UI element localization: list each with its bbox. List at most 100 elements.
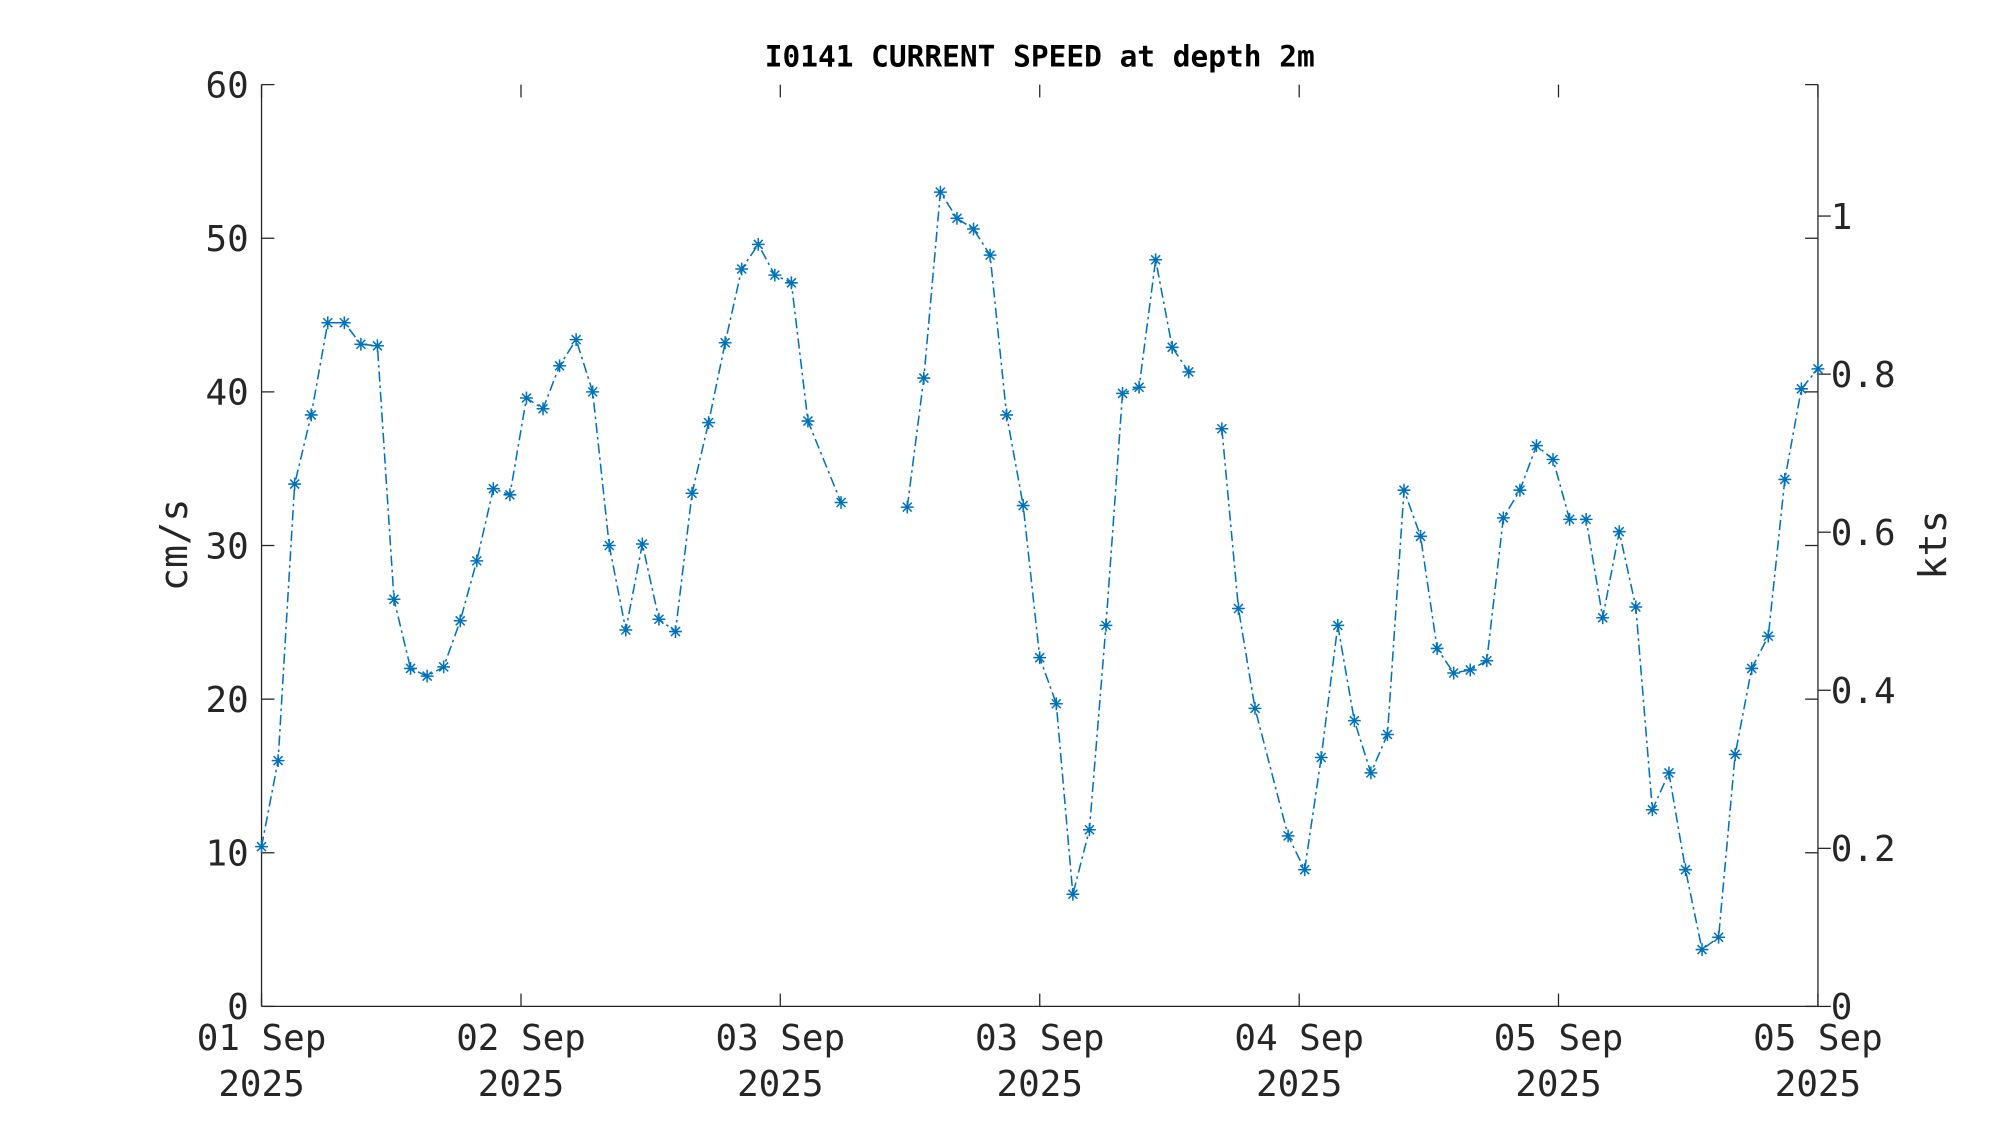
data-point (1331, 618, 1345, 632)
data-point (586, 385, 600, 399)
data-point (917, 371, 931, 385)
data-point (1314, 751, 1328, 764)
y2-axis-label: kts (1911, 510, 1956, 579)
data-point (321, 316, 335, 330)
y2-tick-label: 0 (1831, 987, 1853, 1028)
y-tick-label: 30 (206, 526, 249, 567)
data-point (702, 416, 716, 430)
data-point (1712, 930, 1726, 944)
data-point (1049, 697, 1063, 711)
x-tick-label: 01 Sep 2025 (197, 1018, 327, 1105)
data-point (1066, 887, 1080, 901)
data-point (1149, 253, 1163, 267)
data-point (503, 488, 517, 502)
data-point (1579, 512, 1593, 526)
data-point (1116, 387, 1129, 400)
data-point (1298, 863, 1312, 877)
data-point (1596, 611, 1610, 625)
data-point (304, 408, 318, 422)
data-point (669, 625, 682, 638)
data-point (1612, 525, 1626, 539)
data-point (1381, 728, 1394, 741)
data-point (437, 660, 451, 674)
data-point (470, 554, 484, 568)
data-point (602, 539, 616, 552)
data-point (1778, 473, 1792, 486)
data-point (635, 537, 649, 551)
y2-tick-label: 0.8 (1831, 355, 1896, 396)
data-point (1794, 382, 1808, 396)
data-point (354, 337, 368, 351)
data-point (371, 339, 384, 353)
data-point (1281, 829, 1295, 843)
data-point (1811, 362, 1825, 376)
x-tick-label: 03 Sep 2025 (715, 1018, 845, 1105)
data-point (784, 276, 798, 290)
data-point (1232, 602, 1245, 615)
data-point (1463, 663, 1477, 677)
y2-tick-label: 1 (1831, 197, 1853, 238)
data-point (1000, 408, 1014, 422)
data-point (569, 333, 583, 347)
data-point (801, 414, 815, 428)
data-point (404, 662, 417, 675)
x-tick-label: 05 Sep 2025 (1494, 1018, 1624, 1105)
data-point (1679, 863, 1692, 877)
data-point (967, 222, 980, 236)
data-point (950, 211, 964, 225)
data-point (1248, 701, 1262, 715)
data-point (1215, 422, 1229, 436)
y2-tick-label: 0.4 (1831, 671, 1896, 712)
y-tick-label: 50 (206, 219, 249, 260)
data-point (453, 614, 467, 628)
data-point (1447, 666, 1461, 680)
y-axis-label: cm/s (152, 499, 197, 592)
x-tick-label: 02 Sep 2025 (456, 1018, 586, 1105)
data-point (1364, 766, 1378, 780)
data-point (1397, 483, 1411, 497)
data-point (1496, 511, 1510, 525)
data-line (260, 189, 1819, 951)
data-point (1745, 662, 1759, 675)
axes-box (262, 85, 1818, 1007)
data-point (768, 268, 782, 282)
data-point (486, 482, 500, 496)
data-point (933, 185, 947, 199)
y2-tick-label: 0.6 (1831, 513, 1896, 554)
data-point (1530, 439, 1543, 453)
data-point (1414, 529, 1427, 543)
x-tick-label: 03 Sep 2025 (975, 1018, 1105, 1105)
data-point (1645, 803, 1659, 817)
data-point (271, 754, 285, 768)
data-point (1132, 380, 1146, 394)
data-point (536, 402, 550, 416)
data-point (983, 248, 997, 262)
y-tick-label: 40 (206, 373, 249, 414)
data-point (1695, 943, 1709, 956)
data-point (1165, 340, 1179, 354)
data-point (387, 592, 401, 606)
chart-title: I0141 CURRENT SPEED at depth 2m (765, 40, 1315, 74)
data-point (900, 500, 914, 514)
y-tick-label: 10 (206, 834, 249, 875)
data-point (553, 359, 566, 373)
data-point (685, 486, 699, 500)
y-tick-label: 60 (206, 65, 249, 106)
y2-tick-label: 0.2 (1831, 829, 1896, 870)
y-tick-label: 20 (206, 680, 249, 721)
data-point (751, 237, 765, 251)
data-point (1182, 365, 1196, 379)
data-point (337, 316, 351, 330)
data-point (1083, 823, 1096, 837)
data-point (288, 477, 302, 491)
data-point (1033, 651, 1047, 665)
data-point (619, 623, 633, 637)
data-point (1430, 642, 1444, 655)
data-point (420, 669, 434, 683)
data-point (1662, 766, 1676, 780)
data-point (718, 336, 732, 350)
data-point (735, 262, 749, 276)
data-point (1513, 483, 1527, 497)
data-point (1546, 453, 1560, 466)
